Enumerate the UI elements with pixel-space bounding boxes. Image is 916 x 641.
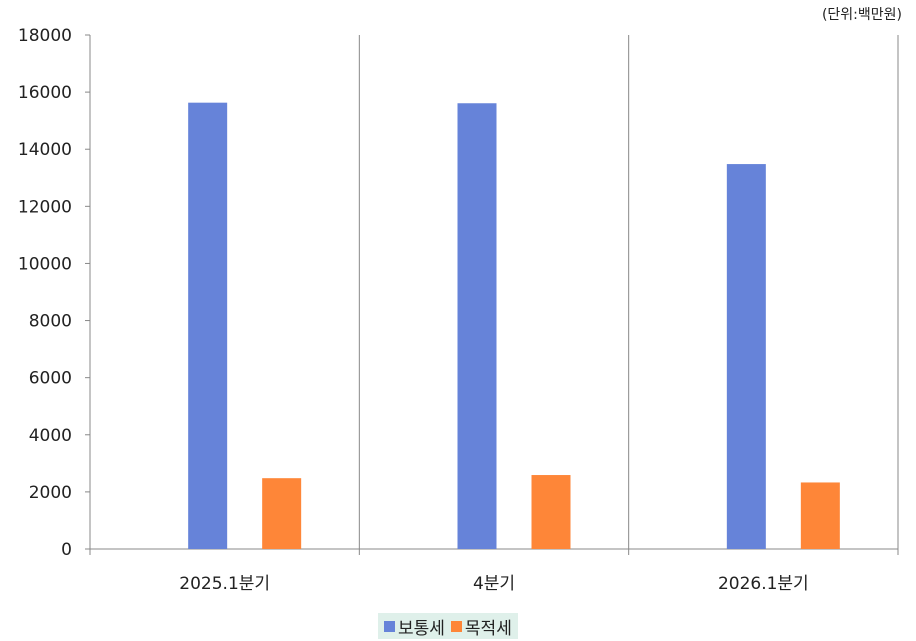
y-tick-label-4: 8000 <box>29 312 72 332</box>
y-tick-label-6: 12000 <box>18 197 72 217</box>
y-tick-label-8: 16000 <box>18 83 72 103</box>
bar-series-1-1 <box>531 475 571 549</box>
y-tick-label-3: 6000 <box>29 369 72 389</box>
legend-item-series-0: 보통세 <box>384 614 445 639</box>
legend: 보통세 목적세 <box>378 613 518 639</box>
y-tick-label-2: 4000 <box>29 426 72 446</box>
y-tick-label-9: 18000 <box>18 26 72 46</box>
bar-series-0-1 <box>457 103 497 550</box>
legend-label-series-0: 보통세 <box>398 618 445 639</box>
x-tick-label-0: 2025.1분기 <box>179 574 270 594</box>
y-tick-label-5: 10000 <box>18 254 72 274</box>
bar-series-0-2 <box>726 164 766 549</box>
x-tick-label-2: 2026.1분기 <box>718 574 809 594</box>
legend-swatch-series-0 <box>384 620 395 632</box>
y-tick-label-7: 14000 <box>18 140 72 160</box>
unit-label: (단위:백만원) <box>821 7 902 23</box>
legend-swatch-series-1 <box>450 620 462 632</box>
legend-item-series-1: 목적세 <box>450 614 512 639</box>
bar-series-1-2 <box>800 482 840 549</box>
y-tick-label-0: 0 <box>61 540 72 560</box>
y-tick-label-1: 2000 <box>29 483 72 503</box>
bar-series-0-0 <box>188 102 228 549</box>
x-tick-label-1: 4분기 <box>473 574 515 594</box>
bar-series-1-0 <box>262 478 302 549</box>
legend-label-series-1: 목적세 <box>464 618 512 639</box>
